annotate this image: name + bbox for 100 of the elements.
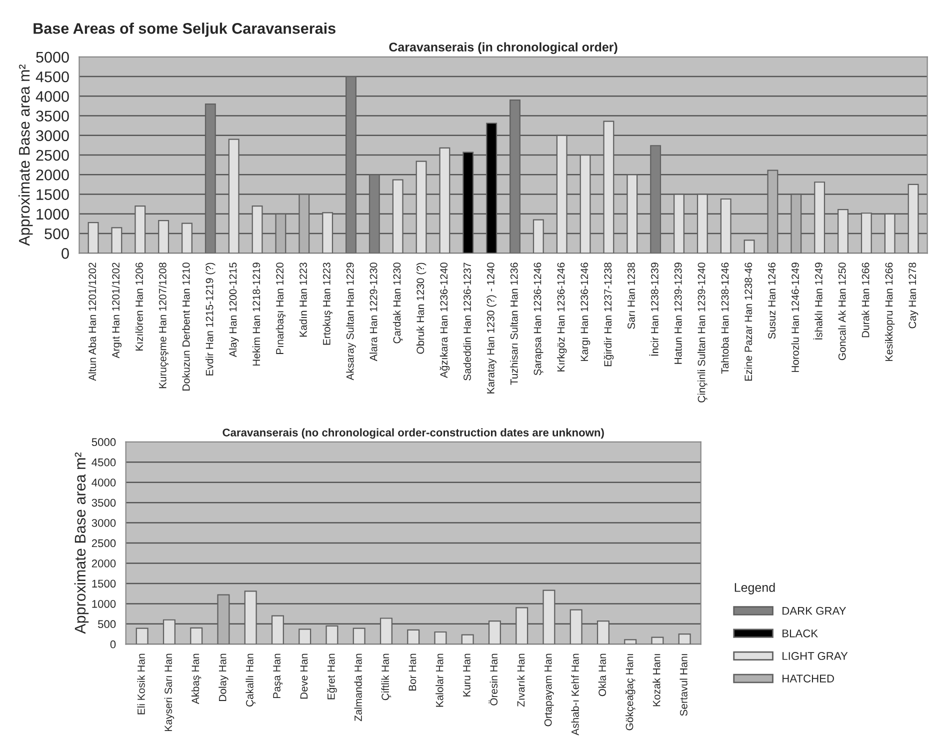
x-tick-label: Horozlu Han 1246-1249 <box>791 262 799 372</box>
y-tick-label: 3500 <box>36 110 69 122</box>
x-tick-label: Eğirdir Han 1237-1238 <box>604 262 614 366</box>
x-tick-label: Evdir Han 1215-1219 (?) <box>206 262 216 376</box>
x-tick-label: Kuruçeşme Han 1207/1208 <box>158 262 168 388</box>
x-tick-label: Çardak Han 1230 <box>392 262 403 344</box>
chart-title: Caravanserais (no chronological order-construction dates are unknown) <box>222 428 604 439</box>
x-tick-label: Öresin Han <box>488 654 498 706</box>
y-tick-label: 1500 <box>92 580 116 588</box>
x-tick-label: Sertavul Hanı <box>680 654 688 716</box>
bar <box>651 636 664 644</box>
chart-title: Base Areas of some Seljuk Caravanserais <box>34 22 336 37</box>
x-tick-label: Kozak Hanı <box>652 654 660 706</box>
x-tick-label: Akbaş Han <box>191 654 202 704</box>
bar <box>190 627 203 644</box>
y-tick-label: 4000 <box>92 478 116 486</box>
x-tick-label: Kesikkopru Han 1266 <box>885 262 895 361</box>
legend-label: HATCHED <box>782 674 834 682</box>
legend-title: Legend <box>734 582 775 594</box>
x-tick-label: Kayseri Sarı Han <box>164 654 174 732</box>
x-tick-label: Susuz Han 1246 <box>768 262 776 339</box>
x-tick-label: Sarı Han 1238 <box>628 262 635 329</box>
x-tick-label: Alara Han 1229-1230 <box>370 262 378 362</box>
x-tick-label: Şarapsa Han 1236-1246 <box>534 262 544 376</box>
x-tick-label: Altun Aba Han 1201/1202 <box>88 262 96 381</box>
x-tick-label: Okla Han <box>598 654 606 696</box>
x-tick-label: Çinçinli Sultan Han 1239-1240 <box>698 262 708 402</box>
x-tick-label: Eğret Han <box>327 654 337 700</box>
x-tick-label: Dolay Han <box>218 654 228 701</box>
y-tick-label: 3500 <box>92 498 116 507</box>
y-tick-label: 500 <box>44 228 69 240</box>
legend-label: LIGHT GRAY <box>782 652 848 660</box>
x-tick-label: Kuru Han <box>463 654 470 696</box>
x-tick-label: Zıvarık Han <box>516 654 525 707</box>
x-tick-label: Tahtoba Han 1238-1246 <box>721 262 729 374</box>
y-tick-label: 2500 <box>92 539 116 548</box>
y-tick-label: 2500 <box>36 150 69 161</box>
legend-label: BLACK <box>782 629 818 638</box>
x-tick-label: Çiftlik Han <box>381 654 392 700</box>
x-tick-label: Pınarbaşı Han 1220 <box>276 262 286 354</box>
legend-label: DARK GRAY <box>782 606 846 615</box>
x-tick-label: Paşa Han <box>273 654 283 698</box>
x-tick-label: Aksaray Sultan Han 1229 <box>346 262 356 380</box>
x-tick-label: Ashab-ı Kehf Han <box>571 654 579 736</box>
bar <box>407 629 420 644</box>
y-axis-title: Approximate Base area m² <box>18 64 33 246</box>
bar <box>298 628 312 644</box>
x-tick-label: Bor Han <box>408 654 416 691</box>
x-tick-label: Zalmanda Han <box>354 654 362 722</box>
y-tick-label: 0 <box>62 248 69 259</box>
x-tick-label: İshaklı Han 1249 <box>813 262 822 340</box>
y-tick-label: 2000 <box>36 170 69 180</box>
x-tick-label: Karatay Han 1230 (?) - 1240 <box>486 262 496 394</box>
x-tick-label: Dokuzun Derbent Han 1210 <box>182 262 190 390</box>
x-tick-label: Durak Han 1266 <box>862 262 870 338</box>
x-tick-label: Ertokuş Han 1223 <box>322 262 332 345</box>
x-tick-label: Hekim Han 1218-1219 <box>252 262 260 366</box>
x-tick-label: Çakallı Han <box>246 654 256 706</box>
bar <box>461 634 474 644</box>
bar <box>136 628 148 644</box>
y-tick-label: 1000 <box>92 600 116 608</box>
x-tick-label: Kargı Han 1236-1246 <box>580 262 590 361</box>
x-tick-label: Ortapayam Han <box>544 654 554 726</box>
x-tick-label: Cay Han 1278 <box>908 262 918 328</box>
x-tick-label: Kadın Han 1223 <box>299 262 307 337</box>
y-tick-label: 4500 <box>36 71 69 82</box>
x-tick-label: Ezine Pazar Han 1238-46 <box>744 262 752 381</box>
bar <box>434 631 447 644</box>
y-tick-label: 2000 <box>92 560 116 568</box>
bar <box>678 633 691 644</box>
x-tick-label: Kırkgöz Han 1236-1246 <box>556 262 567 372</box>
y-tick-label: 4500 <box>92 458 116 466</box>
y-tick-label: 4000 <box>36 91 69 102</box>
x-tick-label: Ağzıkara Han 1236-1240 <box>440 262 450 378</box>
x-tick-label: Argıt Han 1201/1202 <box>112 262 122 358</box>
x-tick-label: Alay Han 1200-1215 <box>228 262 239 358</box>
x-tick-label: Gökçeağaç Hanı <box>625 654 636 730</box>
x-tick-label: Deve Han <box>300 654 308 699</box>
y-axis-title: Approximate Base area m² <box>74 452 89 634</box>
chart-subtitle: Caravanserais (in chronological order) <box>389 42 618 54</box>
bar <box>624 639 637 644</box>
y-tick-label: 5000 <box>36 52 69 63</box>
x-tick-label: Sadeddin Han 1236-1237 <box>463 262 471 380</box>
x-tick-label: Goncalı Ak Han 1250 <box>838 262 846 360</box>
bar <box>352 628 366 644</box>
x-tick-label: İncir Han 1238-1239 <box>649 262 658 356</box>
y-tick-label: 1500 <box>36 189 69 200</box>
x-tick-label: Tuzhisarı Sultan Han 1236 <box>510 262 518 385</box>
bar <box>744 240 755 254</box>
y-tick-label: 1000 <box>36 208 69 220</box>
x-tick-label: Hatun Han 1239-1239 <box>674 262 682 364</box>
y-tick-label: 3000 <box>36 130 69 142</box>
x-tick-label: Eli Kosik Han <box>137 654 145 714</box>
x-tick-label: Obruk Han 1230 (?) <box>416 262 426 354</box>
y-tick-label: 0 <box>110 640 116 648</box>
y-tick-label: 5000 <box>92 438 116 446</box>
y-tick-label: 3000 <box>92 519 116 527</box>
x-tick-label: Kızılören Han 1206 <box>135 262 143 351</box>
y-tick-label: 500 <box>98 620 116 628</box>
x-tick-label: Kalolar Han <box>436 654 444 707</box>
